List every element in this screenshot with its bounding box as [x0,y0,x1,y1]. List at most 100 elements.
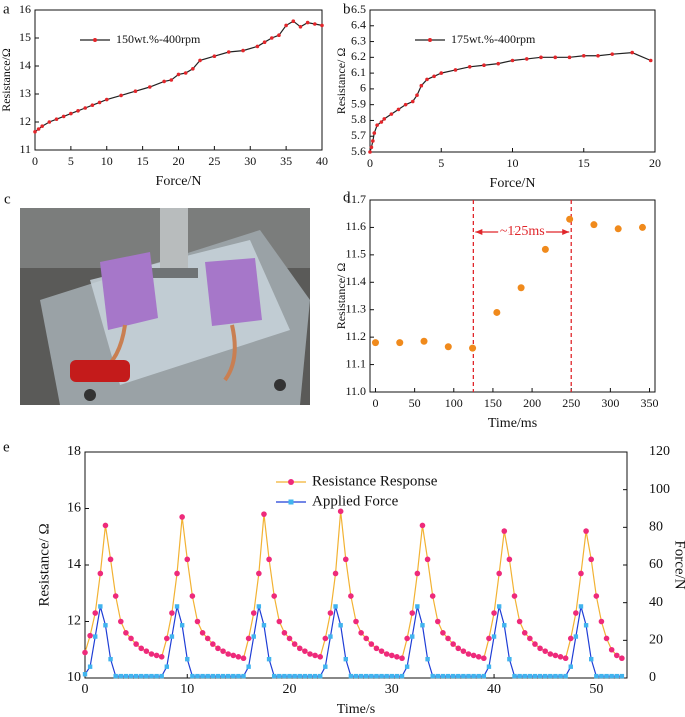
marker [200,673,205,679]
marker [261,623,267,628]
marker [404,635,410,642]
marker [210,673,216,679]
marker [522,673,527,679]
y-axis-label: Resistance/Ω [0,48,13,112]
marker [148,85,152,89]
marker [419,522,426,529]
y-tick-label: 6.4 [351,18,366,32]
marker [568,664,573,669]
marker [501,528,508,534]
x-tick-label: 25 [208,154,220,168]
marker [277,33,281,37]
marker [465,651,472,657]
marker [599,673,604,679]
marker [445,673,451,679]
marker [117,618,124,625]
photo-hole [274,379,286,391]
marker [358,673,364,679]
marker [425,656,430,662]
y-tick-label: 16 [67,501,81,516]
marker [603,635,610,642]
marker [573,610,579,616]
marker [506,556,513,563]
marker [581,53,586,58]
marker [542,648,548,654]
marker [230,652,237,659]
y-tick-label: 5.8 [351,112,366,126]
marker [220,648,226,654]
marker [179,514,185,520]
photo-electrode [100,252,158,330]
marker [338,623,343,628]
marker [198,58,202,63]
marker [532,673,538,679]
marker [548,673,553,679]
marker [149,673,154,679]
marker [271,593,277,599]
marker [553,55,558,60]
y-tick-label: 11.1 [345,356,366,370]
marker [245,635,252,642]
marker [98,604,103,609]
marker [589,656,594,662]
marker [343,656,348,662]
marker [184,556,191,563]
marker [608,646,615,653]
marker [318,673,323,679]
y-tick-label: 11.7 [345,192,366,206]
marker [241,673,246,679]
x-tick-label: 10 [101,154,113,168]
marker [573,634,579,639]
marker [284,23,288,28]
marker [93,634,98,639]
marker [112,593,119,599]
marker [266,556,272,563]
marker [389,673,394,679]
marker [455,645,462,652]
marker [419,83,424,88]
marker [558,673,563,679]
x-tick-label: 50 [409,396,421,410]
photo-probe [160,208,188,278]
marker [33,130,37,134]
marker [388,652,395,659]
marker [598,618,605,625]
marker [481,673,487,679]
marker [76,109,80,113]
marker [557,654,564,660]
marker [277,673,282,679]
marker [323,664,328,669]
marker [482,63,486,68]
x-tick-label: 40 [316,154,328,168]
y-tick-label: 12 [67,614,81,629]
x-tick-label: 30 [385,682,399,697]
marker [220,673,226,679]
panel-label: a [3,1,10,17]
y-tick-label: 11.0 [345,384,366,398]
marker [169,634,175,639]
y-tick-label: 12 [19,114,31,128]
marker [456,673,461,679]
marker [399,655,405,662]
y-tick-label: 15 [19,30,31,44]
legend-marker [428,38,432,42]
marker [153,652,160,659]
y-tick-label: 6.5 [351,2,366,16]
marker [164,664,170,669]
legend-label: Applied Force [312,493,399,509]
marker [292,673,297,679]
series-line [84,511,623,659]
marker [563,673,568,679]
x-tick-label: 0 [367,156,373,170]
marker [424,556,431,563]
marker [139,673,144,679]
photo-hole [84,389,96,401]
plot-frame [369,199,656,393]
marker [471,673,476,679]
y-tick-label: 6 [360,81,366,95]
marker [486,664,492,669]
marker [496,570,502,577]
marker [246,664,251,669]
point [396,339,404,347]
marker [307,651,313,657]
